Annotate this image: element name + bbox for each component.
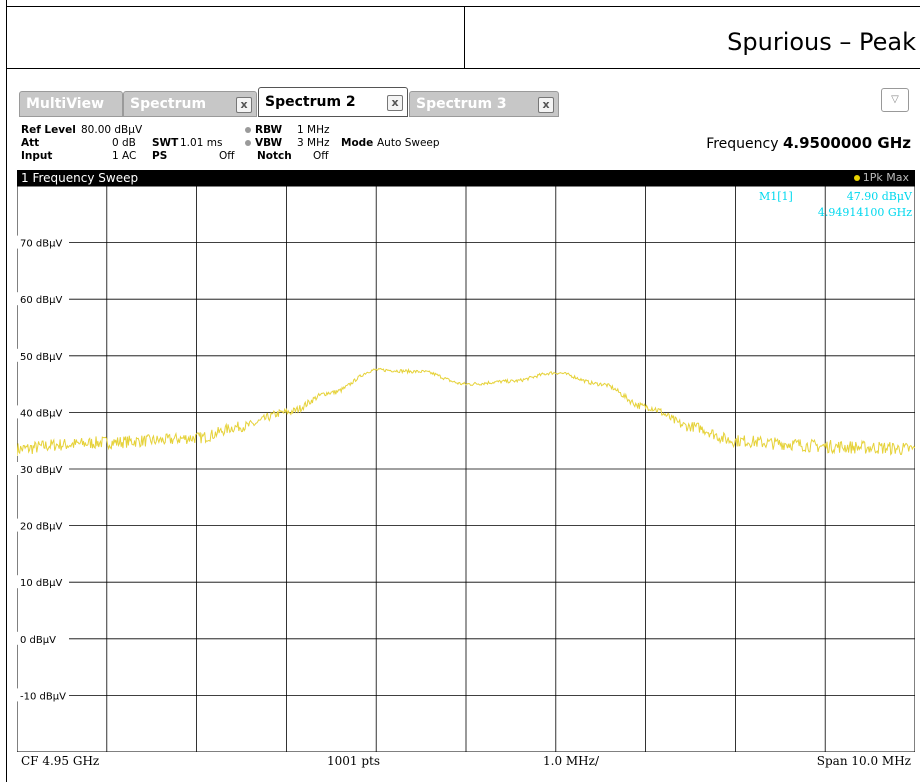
- vbw-value: 3 MHz: [297, 137, 330, 149]
- close-icon[interactable]: x: [387, 95, 403, 111]
- table-divider: [464, 6, 465, 68]
- tab-bar: MultiView ⊞ Spectrum x Spectrum 2 x Spect…: [17, 82, 915, 135]
- tab-spectrum-2[interactable]: Spectrum 2 x: [258, 87, 408, 117]
- frequency-value: 4.9500000 GHz: [782, 134, 911, 152]
- notch-label: Notch: [257, 150, 292, 162]
- y-tick-label: 10 dBμV: [20, 578, 62, 589]
- tab-multiview[interactable]: MultiView ⊞: [19, 91, 123, 135]
- plot-footer: CF 4.95 GHz 1001 pts 1.0 MHz/ Span 10.0 …: [21, 752, 911, 770]
- trace-line: [17, 367, 915, 457]
- grid-icon: ⊞: [34, 121, 45, 135]
- detector-label: 1Pk Max: [853, 170, 909, 186]
- marker-readout-label: M1[1]: [759, 190, 793, 203]
- tick-label-background: [17, 518, 69, 532]
- center-frequency: CF 4.95 GHz: [21, 754, 100, 768]
- sweep-points: 1001 pts: [327, 754, 381, 768]
- tick-label-background: [17, 462, 69, 475]
- tab-spectrum-3[interactable]: Spectrum 3 x: [409, 91, 559, 117]
- y-tick-label: 20 dBμV: [20, 522, 62, 533]
- rbw-indicator-icon: [245, 127, 251, 133]
- close-icon[interactable]: x: [538, 97, 554, 113]
- tick-label-background: [17, 688, 69, 702]
- dropdown-icon[interactable]: ▽: [881, 88, 909, 112]
- tick-label-background: [17, 292, 69, 306]
- y-tick-label: 0 dBμV: [20, 635, 56, 646]
- tick-label-background: [17, 575, 69, 589]
- tab-spectrum[interactable]: Spectrum x: [123, 91, 257, 117]
- trace-indicator-icon: [853, 175, 860, 181]
- ref-level-value: 80.00 dBμV: [81, 124, 143, 136]
- mode-label: Mode: [341, 137, 374, 149]
- y-tick-label: 30 dBμV: [20, 465, 62, 476]
- tab-spectrum-3-label: Spectrum 3: [416, 96, 507, 112]
- y-tick-label: 50 dBμV: [20, 352, 62, 363]
- vbw-indicator-icon: [245, 140, 251, 146]
- y-tick-label: -10 dBμV: [20, 691, 66, 702]
- frequency-readout: Frequency 4.9500000 GHz: [706, 134, 911, 152]
- tab-spectrum-2-label: Spectrum 2: [265, 94, 356, 110]
- marker-readout-level: 47.90 dBμV: [847, 190, 913, 203]
- rbw-label: RBW: [255, 124, 283, 136]
- tick-label-background: [17, 405, 69, 419]
- y-tick-label: 60 dBμV: [20, 295, 62, 306]
- swt-label: SWT: [152, 137, 179, 149]
- tab-multiview-label: MultiView: [26, 96, 105, 112]
- vbw-row: VBW: [245, 137, 282, 149]
- tick-label-background: [17, 348, 69, 362]
- analyzer-window: MultiView ⊞ Spectrum x Spectrum 2 x Spect…: [17, 82, 915, 774]
- att-label: Att: [21, 137, 40, 149]
- trace-header: 1 Frequency Sweep 1Pk Max: [17, 170, 915, 186]
- table-border-left: [6, 0, 7, 782]
- tick-label-background: [17, 631, 69, 645]
- notch-value: Off: [313, 150, 329, 162]
- y-tick-label: 40 dBμV: [20, 408, 62, 419]
- vbw-label: VBW: [255, 137, 283, 149]
- detector-text: 1Pk Max: [862, 171, 909, 184]
- att-value: 0 dB: [112, 137, 136, 149]
- tab-spectrum-label: Spectrum: [130, 96, 207, 112]
- rbw-value: 1 MHz: [297, 124, 330, 136]
- trace-title: 1 Frequency Sweep: [21, 171, 139, 185]
- table-border-top: [6, 6, 920, 7]
- ps-value: Off: [219, 150, 235, 162]
- settings-panel: Ref Level 80.00 dBμV Att 0 dB Input 1 AC…: [17, 120, 915, 170]
- report-title: Spurious – Peak: [727, 28, 916, 56]
- tick-label-background: [17, 235, 69, 249]
- close-icon[interactable]: x: [236, 97, 252, 113]
- ps-label: PS: [152, 150, 168, 162]
- rbw-row: RBW: [245, 124, 282, 136]
- marker-readout-frequency: 4.94914100 GHz: [818, 206, 912, 219]
- spectrum-plot[interactable]: 70 dBμV 60 dBμV 50 dBμV 40 dBμV 30 dBμV 20 dB…: [17, 186, 915, 752]
- ref-level-label: Ref Level: [21, 124, 76, 136]
- span: Span 10.0 MHz: [816, 754, 911, 768]
- table-row-line: [6, 68, 920, 69]
- mode-value: Auto Sweep: [377, 137, 440, 149]
- input-value: 1 AC: [112, 150, 137, 162]
- y-tick-label: 70 dBμV: [20, 239, 62, 250]
- input-label: Input: [21, 150, 53, 162]
- division: 1.0 MHz/: [543, 754, 600, 768]
- frequency-label: Frequency: [706, 136, 779, 152]
- swt-value: 1.01 ms: [180, 137, 223, 149]
